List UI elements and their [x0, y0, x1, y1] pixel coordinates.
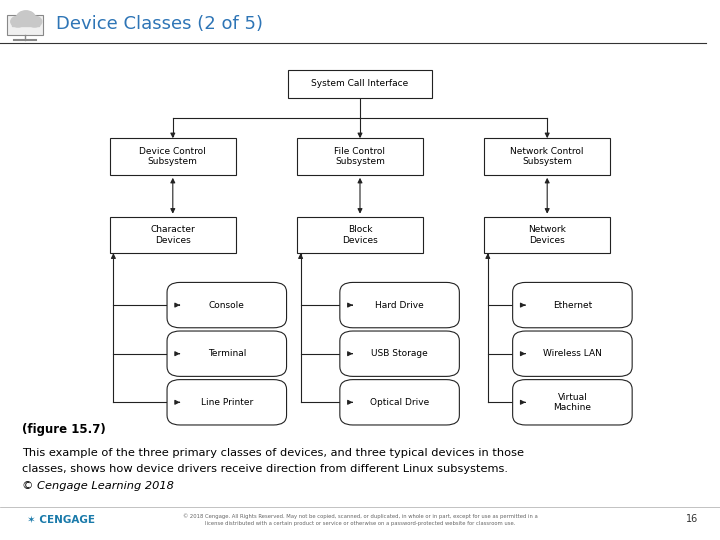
Text: classes, shows how device drivers receive direction from different Linux subsyst: classes, shows how device drivers receiv…	[22, 464, 508, 475]
Text: Wireless LAN: Wireless LAN	[543, 349, 602, 358]
FancyBboxPatch shape	[7, 15, 43, 35]
FancyBboxPatch shape	[167, 331, 287, 376]
Text: © Cengage Learning 2018: © Cengage Learning 2018	[22, 481, 174, 491]
Text: Terminal: Terminal	[207, 349, 246, 358]
Text: Optical Drive: Optical Drive	[370, 398, 429, 407]
Text: Hard Drive: Hard Drive	[375, 301, 424, 309]
Text: Device Control
Subsystem: Device Control Subsystem	[140, 147, 206, 166]
Text: 16: 16	[686, 515, 698, 524]
Text: ✶ CENGAGE: ✶ CENGAGE	[27, 515, 95, 524]
FancyBboxPatch shape	[340, 380, 459, 425]
FancyBboxPatch shape	[167, 380, 287, 425]
FancyBboxPatch shape	[513, 282, 632, 328]
Text: USB Storage: USB Storage	[372, 349, 428, 358]
Text: Character
Devices: Character Devices	[150, 225, 195, 245]
Text: Network Control
Subsystem: Network Control Subsystem	[510, 147, 584, 166]
FancyBboxPatch shape	[513, 380, 632, 425]
FancyBboxPatch shape	[297, 217, 423, 253]
Text: This example of the three primary classes of devices, and three typical devices : This example of the three primary classe…	[22, 448, 523, 458]
FancyBboxPatch shape	[513, 331, 632, 376]
Text: Line Printer: Line Printer	[201, 398, 253, 407]
FancyBboxPatch shape	[297, 138, 423, 175]
FancyBboxPatch shape	[484, 138, 610, 175]
Text: System Call Interface: System Call Interface	[311, 79, 409, 88]
Text: Console: Console	[209, 301, 245, 309]
Bar	[12, 21, 39, 26]
Text: Block
Devices: Block Devices	[342, 225, 378, 245]
Text: (figure 15.7): (figure 15.7)	[22, 423, 105, 436]
FancyBboxPatch shape	[167, 282, 287, 328]
Text: Network
Devices: Network Devices	[528, 225, 566, 245]
FancyBboxPatch shape	[288, 70, 432, 98]
Circle shape	[27, 16, 42, 27]
Circle shape	[11, 16, 25, 27]
Text: Device Classes (2 of 5): Device Classes (2 of 5)	[56, 15, 264, 33]
Text: Virtual
Machine: Virtual Machine	[554, 393, 591, 412]
FancyBboxPatch shape	[340, 331, 459, 376]
FancyBboxPatch shape	[340, 282, 459, 328]
Text: Ethernet: Ethernet	[553, 301, 592, 309]
Circle shape	[17, 11, 35, 25]
Text: © 2018 Cengage. All Rights Reserved. May not be copied, scanned, or duplicated, : © 2018 Cengage. All Rights Reserved. May…	[183, 514, 537, 525]
FancyBboxPatch shape	[484, 217, 610, 253]
FancyBboxPatch shape	[109, 217, 236, 253]
Text: File Control
Subsystem: File Control Subsystem	[335, 147, 385, 166]
FancyBboxPatch shape	[109, 138, 236, 175]
